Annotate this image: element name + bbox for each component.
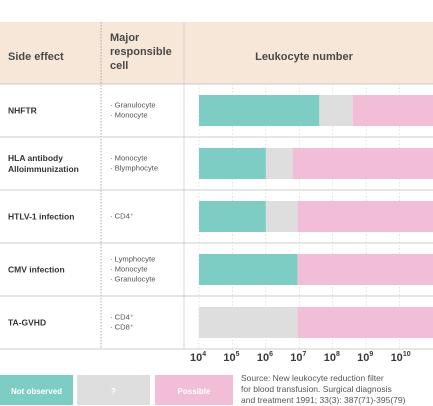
row-label: TA-GVHD <box>8 318 46 328</box>
responsible-cell-text: · CD4⁺ <box>110 212 134 221</box>
bar-segment-possible <box>297 307 433 338</box>
bar-segment-not-observed <box>199 95 320 126</box>
bar-segments <box>199 95 433 338</box>
responsible-cell-text: · Monocyte <box>110 265 148 274</box>
legend-swatch-possible <box>155 375 233 405</box>
bar-segment-possible <box>352 95 433 126</box>
legend-swatch-not-observed <box>0 375 73 405</box>
row-label: CMV infection <box>8 265 65 275</box>
legend: Not observed? Possible <box>0 375 233 405</box>
bar-segment-possible <box>297 201 433 232</box>
header-responsible-cell-line-1: Major <box>110 32 140 44</box>
bar-segment-not-observed <box>199 254 298 285</box>
x-tick-label: 107 <box>290 351 306 364</box>
legend-label: Possible <box>178 387 211 396</box>
header-responsible-cell-line-3: cell <box>110 60 128 72</box>
responsible-cell-text: · Lymphocyte <box>110 255 155 264</box>
bar-segment-unknown <box>265 148 293 179</box>
x-tick-label: 108 <box>324 351 340 364</box>
bar-segment-possible <box>297 254 433 285</box>
x-axis-ticks: 104 105 106 107 108 109 1010 <box>190 351 411 364</box>
bar-segment-not-observed <box>199 148 266 179</box>
header-side-effect: Side effect <box>8 51 64 63</box>
responsible-cell-text: · Granulocyte <box>110 101 156 110</box>
bar-segment-unknown <box>199 307 298 338</box>
bar-segment-unknown <box>319 95 353 126</box>
source-line-1: Source: New leukocyte reduction filter <box>241 373 384 383</box>
grid-lines <box>0 22 433 350</box>
bar-segment-not-observed <box>199 201 266 232</box>
responsible-cell-text: · Monocyte <box>110 111 148 120</box>
responsible-cell-text: · CD8⁺ <box>110 323 134 332</box>
responsible-cell-text: · Monocyte <box>110 154 148 163</box>
source-line-3: and treatment 1991; 33(3): 387(71)-395(7… <box>241 395 406 405</box>
bar-segment-possible <box>292 148 433 179</box>
responsible-cell-text: · CD4⁺ <box>110 313 134 322</box>
bar-segment-unknown <box>265 201 298 232</box>
x-tick-label: 105 <box>223 351 239 364</box>
source-line-2: for blood transfusion. Surgical diagnosi… <box>241 384 392 394</box>
header-responsible-cell-line-2: responsible <box>110 46 172 58</box>
header-leukocyte-number: Leukocyte number <box>255 51 354 63</box>
responsible-cell-text: · Granulocyte <box>110 275 156 284</box>
responsible-cell-text: · Blymphocyte <box>110 164 158 173</box>
x-tick-label: 104 <box>190 351 206 364</box>
legend-swatch-unknown <box>77 375 150 405</box>
row-label: HLA antibody <box>8 153 63 163</box>
legend-label: ? <box>111 387 116 396</box>
header-background <box>0 22 433 84</box>
row-label: HTLV-1 infection <box>8 212 74 222</box>
row-label: Alloimmunization <box>8 164 79 174</box>
x-tick-label: 106 <box>257 351 273 364</box>
x-tick-label: 109 <box>357 351 373 364</box>
legend-label: Not observed <box>11 387 62 396</box>
row-label: NHFTR <box>8 106 37 116</box>
x-tick-label: 1010 <box>391 351 411 364</box>
